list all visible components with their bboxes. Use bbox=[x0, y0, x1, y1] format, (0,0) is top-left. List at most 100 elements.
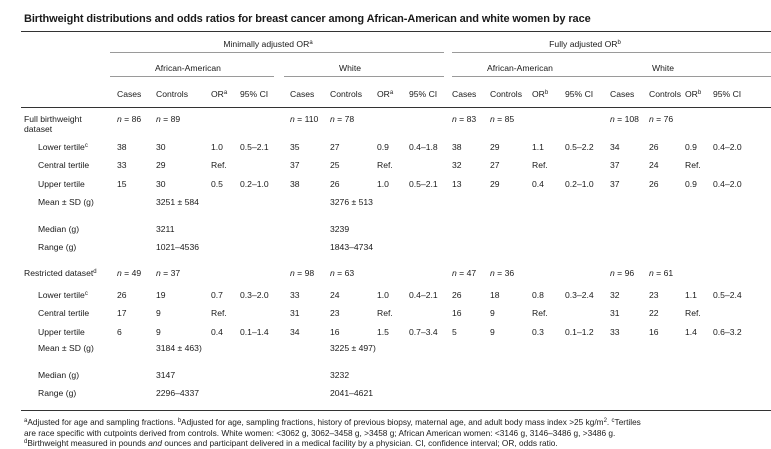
table-cell: n = 63 bbox=[330, 268, 355, 278]
table-cell: 9 bbox=[490, 308, 495, 318]
table-cell: 3184 ± 463) bbox=[156, 343, 202, 353]
top-rule bbox=[21, 31, 771, 32]
table-cell: 0.4–2.0 bbox=[713, 179, 742, 189]
table-cell: 0.4 bbox=[211, 327, 223, 337]
table-cell: 37 bbox=[290, 160, 300, 170]
column-header: Cases bbox=[610, 89, 635, 99]
group-underline-minimal bbox=[110, 52, 444, 53]
table-cell: 25 bbox=[330, 160, 340, 170]
table-cell: 24 bbox=[649, 160, 659, 170]
table-cell: 38 bbox=[117, 142, 127, 152]
table-cell: 33 bbox=[117, 160, 127, 170]
group-header-2: Fully adjusted ORb bbox=[549, 39, 621, 49]
table-cell: 9 bbox=[156, 308, 161, 318]
column-header: ORa bbox=[211, 89, 228, 99]
table-cell: 37 bbox=[610, 179, 620, 189]
table-cell: 16 bbox=[452, 308, 462, 318]
table-cell: 34 bbox=[610, 142, 620, 152]
race-underline-4 bbox=[606, 76, 771, 77]
table-cell: 13 bbox=[452, 179, 462, 189]
table-cell: 0.4–2.1 bbox=[409, 290, 438, 300]
table-cell: n = 89 bbox=[156, 114, 181, 124]
table-cell: 38 bbox=[290, 179, 300, 189]
table-cell: n = 49 bbox=[117, 268, 142, 278]
race-header-1: African-American bbox=[155, 63, 221, 73]
table-cell: Ref. bbox=[532, 308, 548, 318]
row-label: Upper tertile bbox=[38, 327, 85, 337]
table-cell: 29 bbox=[490, 142, 500, 152]
race-underline-2 bbox=[284, 76, 444, 77]
table-cell: n = 96 bbox=[610, 268, 635, 278]
column-header: ORb bbox=[532, 89, 549, 99]
table-cell: 26 bbox=[649, 179, 659, 189]
group-header-1: Minimally adjusted ORa bbox=[223, 39, 313, 49]
table-cell: Ref. bbox=[377, 308, 393, 318]
table-cell: 22 bbox=[649, 308, 659, 318]
row-label: Full birthweight dataset bbox=[24, 114, 82, 134]
table-cell: Ref. bbox=[532, 160, 548, 170]
table-cell: Ref. bbox=[377, 160, 393, 170]
row-label: Median (g) bbox=[38, 224, 80, 234]
table-cell: 26 bbox=[330, 179, 340, 189]
table-cell: 1.1 bbox=[685, 290, 697, 300]
column-header: Cases bbox=[117, 89, 142, 99]
table-cell: 31 bbox=[290, 308, 300, 318]
table-cell: 26 bbox=[452, 290, 462, 300]
table-cell: 0.8 bbox=[532, 290, 544, 300]
table-cell: 0.4 bbox=[532, 179, 544, 189]
table-cell: n = 110 bbox=[290, 114, 319, 124]
table-cell: 32 bbox=[452, 160, 462, 170]
table-cell: 3211 bbox=[156, 224, 175, 234]
column-header: 95% CI bbox=[240, 89, 269, 99]
race-header-4: White bbox=[652, 63, 674, 73]
table-cell: 3225 ± 497) bbox=[330, 343, 376, 353]
column-header: Controls bbox=[156, 89, 188, 99]
row-label: Lower tertilec bbox=[38, 142, 88, 152]
table-cell: 0.5–2.2 bbox=[565, 142, 594, 152]
table-cell: 27 bbox=[490, 160, 500, 170]
table-cell: Ref. bbox=[211, 308, 227, 318]
table-title: Birthweight distributions and odds ratio… bbox=[24, 13, 591, 25]
table-cell: 0.4–1.8 bbox=[409, 142, 438, 152]
row-label: Restricted datasetd bbox=[24, 268, 97, 278]
table-cell: 23 bbox=[330, 308, 340, 318]
table-cell: 29 bbox=[490, 179, 500, 189]
table-cell: 0.1–1.2 bbox=[565, 327, 594, 337]
column-header: 95% CI bbox=[713, 89, 742, 99]
table-cell: 0.7–3.4 bbox=[409, 327, 438, 337]
table-cell: 0.2–1.0 bbox=[565, 179, 594, 189]
table-cell: 32 bbox=[610, 290, 620, 300]
table-cell: 30 bbox=[156, 179, 166, 189]
table-cell: 34 bbox=[290, 327, 300, 337]
table-cell: 3147 bbox=[156, 370, 176, 380]
table-cell: 16 bbox=[330, 327, 340, 337]
column-header: ORa bbox=[377, 89, 394, 99]
row-label: Central tertile bbox=[38, 160, 90, 170]
table-cell: n = 108 bbox=[610, 114, 639, 124]
footnote-line: dBirthweight measured in pounds and ounc… bbox=[24, 438, 558, 448]
table-cell: 37 bbox=[610, 160, 620, 170]
column-header: Controls bbox=[490, 89, 522, 99]
table-cell: n = 61 bbox=[649, 268, 674, 278]
column-header: Controls bbox=[330, 89, 362, 99]
table-cell: 6 bbox=[117, 327, 122, 337]
table-cell: n = 85 bbox=[490, 114, 515, 124]
table-cell: 9 bbox=[156, 327, 161, 337]
table-cell: 3251 ± 584 bbox=[156, 197, 199, 207]
group-underline-full bbox=[452, 52, 771, 53]
table-cell: 31 bbox=[610, 308, 620, 318]
table-cell: n = 47 bbox=[452, 268, 477, 278]
table-cell: 18 bbox=[490, 290, 500, 300]
table-cell: Ref. bbox=[211, 160, 227, 170]
column-header: Cases bbox=[452, 89, 477, 99]
table-cell: 1843–4734 bbox=[330, 242, 374, 252]
table-cell: 33 bbox=[610, 327, 620, 337]
table-cell: 2296–4337 bbox=[156, 388, 200, 398]
column-header: 95% CI bbox=[565, 89, 594, 99]
table-cell: 30 bbox=[156, 142, 166, 152]
table-cell: 1.0 bbox=[211, 142, 223, 152]
table-cell: 29 bbox=[156, 160, 166, 170]
table-cell: 17 bbox=[117, 308, 127, 318]
table-cell: n = 98 bbox=[290, 268, 315, 278]
race-header-2: White bbox=[339, 63, 361, 73]
